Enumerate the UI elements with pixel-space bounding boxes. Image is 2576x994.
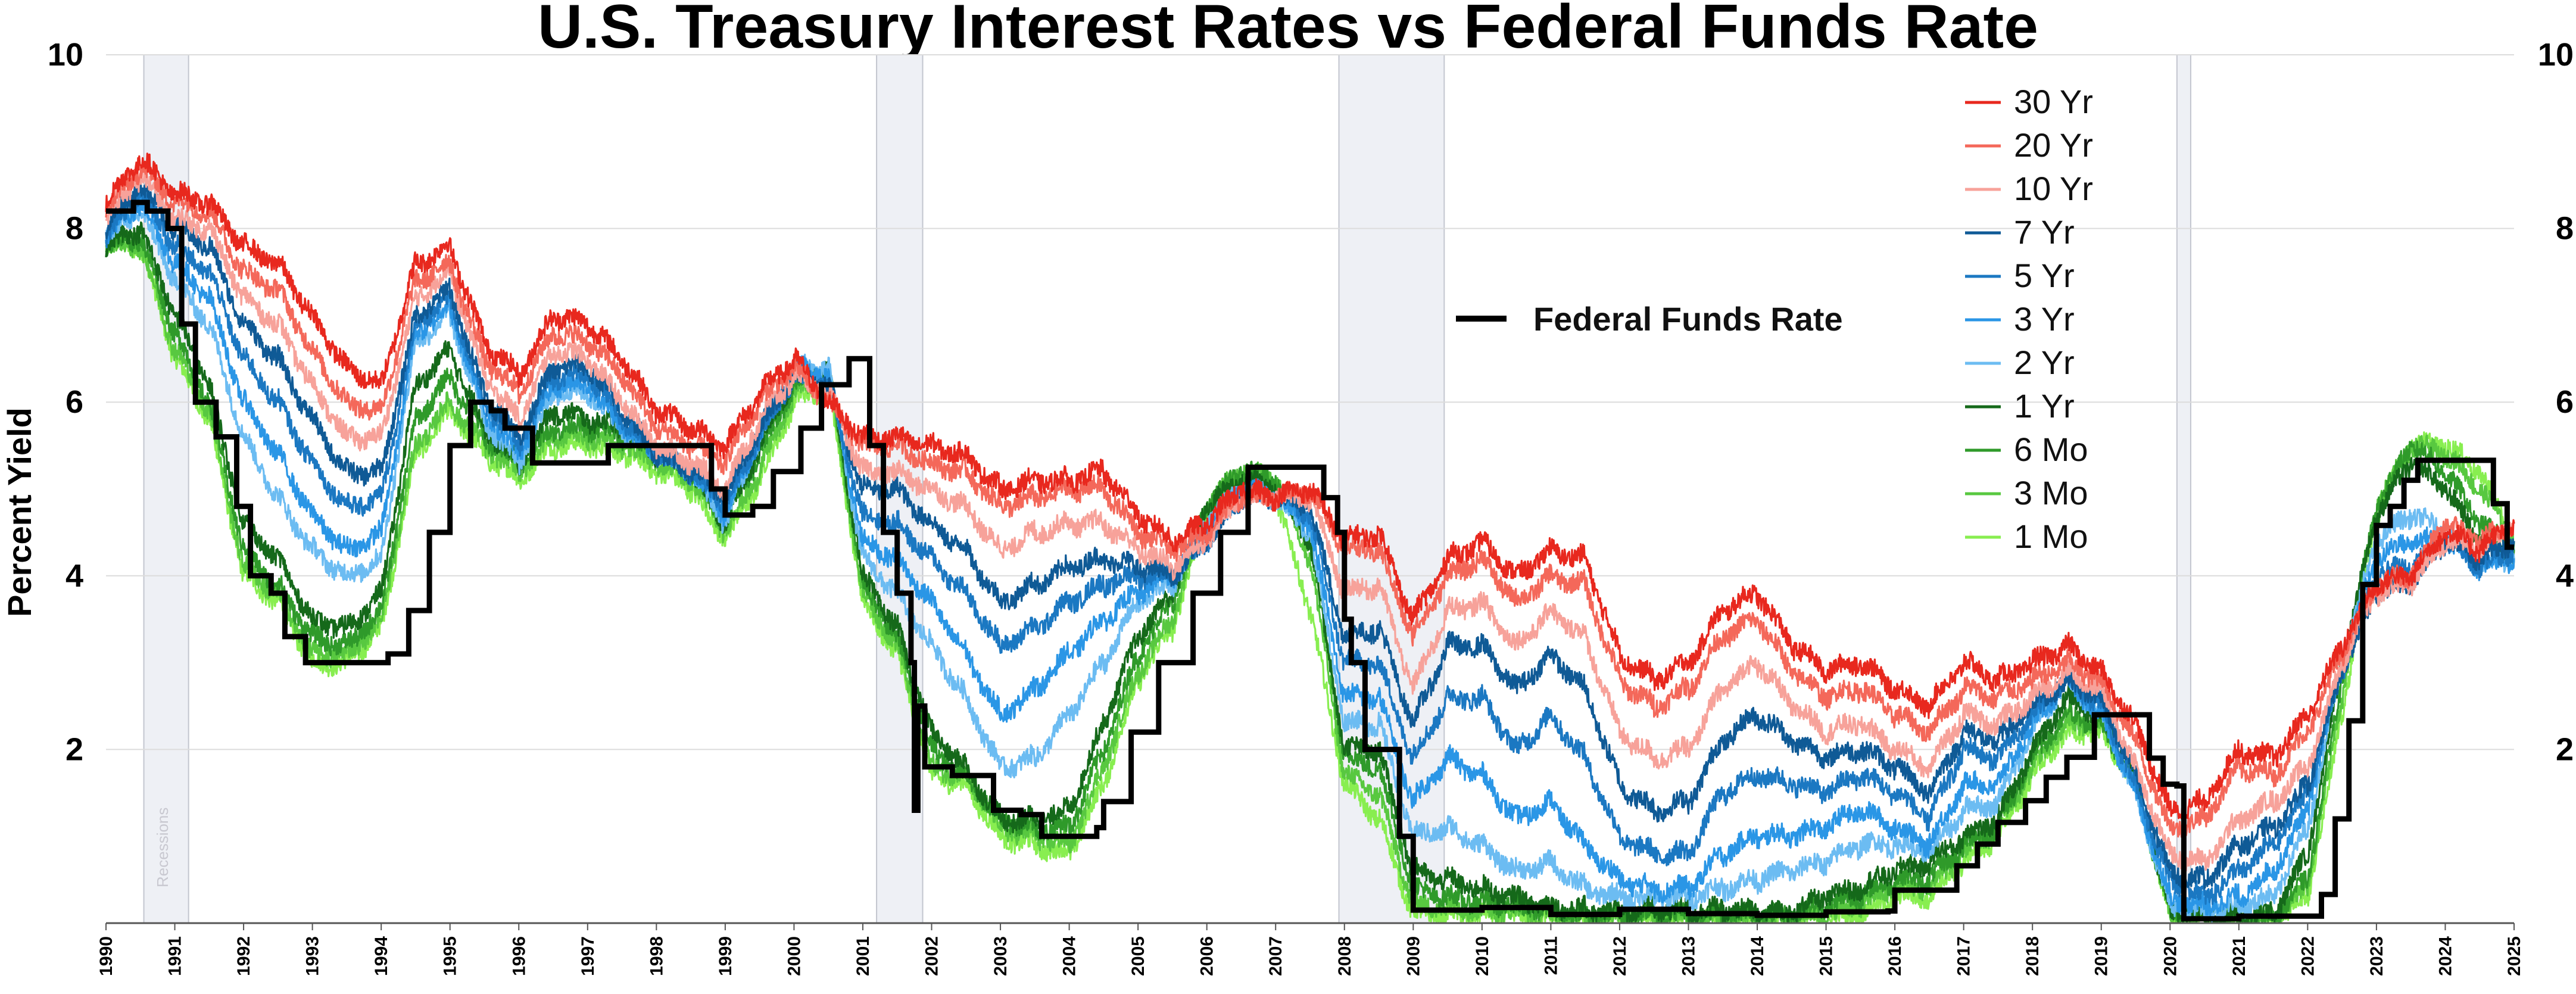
x-tick-1994: 1994: [372, 936, 391, 976]
x-tick-2001: 2001: [853, 936, 873, 976]
chart-title: U.S. Treasury Interest Rates vs Federal …: [538, 0, 2038, 61]
x-tick-1999: 1999: [716, 936, 735, 976]
x-tick-2004: 2004: [1060, 936, 1080, 976]
legend-label-3-mo: 3 Mo: [2014, 474, 2088, 512]
y-tick-left-2: 2: [66, 731, 83, 767]
x-tick-2011: 2011: [1541, 936, 1561, 975]
y-tick-left-8: 8: [66, 211, 83, 247]
x-tick-2015: 2015: [1817, 936, 1836, 976]
x-tick-2006: 2006: [1197, 936, 1217, 976]
x-tick-2023: 2023: [2367, 936, 2387, 976]
recessions-label: Recessions: [154, 808, 171, 887]
series-line-10-yr: [105, 169, 2515, 873]
x-tick-2010: 2010: [1473, 936, 1492, 976]
x-tick-2013: 2013: [1679, 936, 1699, 976]
legend-label-fed-funds: Federal Funds Rate: [1533, 300, 1843, 338]
legend-label-7-yr: 7 Yr: [2014, 213, 2075, 251]
x-tick-2024: 2024: [2436, 936, 2456, 976]
legend-label-1-mo: 1 Mo: [2014, 518, 2088, 555]
x-tick-2008: 2008: [1335, 936, 1355, 976]
series-lines: [105, 152, 2515, 923]
x-tick-2003: 2003: [991, 936, 1011, 976]
legend-label-2-yr: 2 Yr: [2014, 344, 2075, 381]
x-tick-1992: 1992: [234, 936, 254, 976]
legend-label-6-mo: 6 Mo: [2014, 431, 2088, 468]
x-tick-2025: 2025: [2505, 936, 2524, 976]
y-tick-right-2: 2: [2556, 731, 2574, 767]
x-tick-2018: 2018: [2023, 936, 2042, 976]
x-tick-2016: 2016: [1885, 936, 1905, 976]
x-tick-2012: 2012: [1610, 936, 1630, 976]
legend-label-20-yr: 20 Yr: [2014, 126, 2093, 164]
x-tick-2005: 2005: [1128, 936, 1148, 976]
x-tick-2002: 2002: [922, 936, 942, 976]
y-tick-left-6: 6: [66, 384, 83, 420]
y-tick-left-4: 4: [66, 558, 83, 594]
x-tick-2017: 2017: [1954, 936, 1974, 976]
x-tick-2014: 2014: [1748, 936, 1767, 976]
x-tick-1997: 1997: [578, 936, 598, 976]
series-line-20-yr: [105, 161, 2515, 839]
legend-label-5-yr: 5 Yr: [2014, 257, 2075, 294]
x-tick-1990: 1990: [96, 936, 116, 976]
y-axis-label: Percent Yield: [1, 407, 38, 617]
x-tick-2007: 2007: [1266, 936, 1286, 976]
x-tick-1991: 1991: [166, 936, 185, 976]
x-tick-1993: 1993: [303, 936, 323, 976]
series-line-30-yr: [105, 152, 2515, 820]
series-line-1-mo: [105, 232, 2515, 923]
fed-funds-line: [106, 200, 2514, 922]
x-tick-2022: 2022: [2298, 936, 2318, 976]
x-tick-2021: 2021: [2229, 936, 2249, 976]
y-tick-right-10: 10: [2538, 37, 2574, 73]
y-tick-right-8: 8: [2556, 211, 2574, 247]
legend-label-30-yr: 30 Yr: [2014, 83, 2093, 120]
x-tick-1995: 1995: [441, 936, 460, 976]
legend-label-10-yr: 10 Yr: [2014, 170, 2093, 207]
y-tick-right-6: 6: [2556, 384, 2574, 420]
y-tick-left-10: 10: [48, 37, 83, 73]
legend-label-1-yr: 1 Yr: [2014, 387, 2075, 425]
fed-funds-layer: [106, 200, 2514, 922]
legend: 30 Yr 20 Yr 10 Yr 7 Yr 5 Yr 3 Yr 2 Yr 1 Yr 6 Mo 3…: [1456, 83, 2093, 555]
legend-label-3-yr: 3 Yr: [2014, 300, 2075, 338]
x-tick-2000: 2000: [784, 936, 804, 976]
series-line-3-yr: [105, 194, 2515, 917]
x-tick-2019: 2019: [2092, 936, 2112, 976]
x-tick-1998: 1998: [647, 936, 666, 976]
axes: 2 4 6 8 10 2 4 6 8 10 1990 1991 1992 1993 1994 1995 1996…: [48, 37, 2574, 976]
x-tick-2020: 2020: [2160, 936, 2180, 976]
x-tick-1996: 1996: [509, 936, 529, 976]
x-tick-2009: 2009: [1404, 936, 1423, 976]
y-tick-right-4: 4: [2556, 558, 2574, 594]
